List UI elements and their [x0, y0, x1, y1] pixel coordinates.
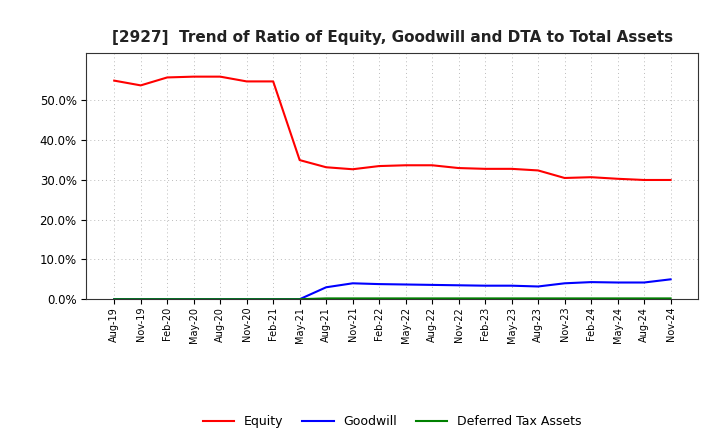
- Deferred Tax Assets: [454, 296, 463, 301]
- Equity: [666, 177, 675, 183]
- Deferred Tax Assets: [401, 296, 410, 301]
- Equity: [401, 163, 410, 168]
- Goodwill: [508, 283, 516, 288]
- Goodwill: [110, 297, 119, 302]
- Goodwill: [640, 280, 649, 285]
- Deferred Tax Assets: [322, 296, 330, 301]
- Goodwill: [295, 297, 304, 302]
- Equity: [640, 177, 649, 183]
- Deferred Tax Assets: [375, 296, 384, 301]
- Deferred Tax Assets: [534, 296, 542, 301]
- Deferred Tax Assets: [216, 297, 225, 302]
- Goodwill: [322, 285, 330, 290]
- Goodwill: [666, 277, 675, 282]
- Equity: [269, 79, 277, 84]
- Deferred Tax Assets: [666, 296, 675, 301]
- Deferred Tax Assets: [481, 296, 490, 301]
- Deferred Tax Assets: [613, 296, 622, 301]
- Deferred Tax Assets: [587, 296, 595, 301]
- Equity: [216, 74, 225, 79]
- Equity: [454, 165, 463, 171]
- Goodwill: [163, 297, 171, 302]
- Equity: [189, 74, 198, 79]
- Deferred Tax Assets: [428, 296, 436, 301]
- Goodwill: [454, 282, 463, 288]
- Deferred Tax Assets: [243, 297, 251, 302]
- Deferred Tax Assets: [508, 296, 516, 301]
- Deferred Tax Assets: [136, 297, 145, 302]
- Deferred Tax Assets: [163, 297, 171, 302]
- Deferred Tax Assets: [560, 296, 569, 301]
- Line: Goodwill: Goodwill: [114, 279, 670, 299]
- Deferred Tax Assets: [348, 296, 357, 301]
- Goodwill: [269, 297, 277, 302]
- Equity: [560, 176, 569, 181]
- Equity: [534, 168, 542, 173]
- Equity: [243, 79, 251, 84]
- Goodwill: [348, 281, 357, 286]
- Deferred Tax Assets: [110, 297, 119, 302]
- Equity: [136, 83, 145, 88]
- Equity: [508, 166, 516, 172]
- Equity: [110, 78, 119, 83]
- Line: Deferred Tax Assets: Deferred Tax Assets: [114, 298, 670, 299]
- Legend: Equity, Goodwill, Deferred Tax Assets: Equity, Goodwill, Deferred Tax Assets: [203, 415, 582, 429]
- Equity: [587, 175, 595, 180]
- Equity: [613, 176, 622, 181]
- Deferred Tax Assets: [269, 297, 277, 302]
- Goodwill: [216, 297, 225, 302]
- Equity: [481, 166, 490, 172]
- Equity: [375, 163, 384, 169]
- Goodwill: [560, 281, 569, 286]
- Goodwill: [189, 297, 198, 302]
- Equity: [163, 75, 171, 80]
- Deferred Tax Assets: [295, 297, 304, 302]
- Deferred Tax Assets: [189, 297, 198, 302]
- Equity: [295, 158, 304, 163]
- Equity: [428, 163, 436, 168]
- Line: Equity: Equity: [114, 77, 670, 180]
- Goodwill: [481, 283, 490, 288]
- Goodwill: [613, 280, 622, 285]
- Goodwill: [136, 297, 145, 302]
- Deferred Tax Assets: [640, 296, 649, 301]
- Goodwill: [587, 279, 595, 285]
- Title: [2927]  Trend of Ratio of Equity, Goodwill and DTA to Total Assets: [2927] Trend of Ratio of Equity, Goodwil…: [112, 29, 673, 45]
- Goodwill: [534, 284, 542, 289]
- Equity: [322, 165, 330, 170]
- Goodwill: [428, 282, 436, 287]
- Goodwill: [375, 282, 384, 287]
- Goodwill: [401, 282, 410, 287]
- Equity: [348, 167, 357, 172]
- Goodwill: [243, 297, 251, 302]
